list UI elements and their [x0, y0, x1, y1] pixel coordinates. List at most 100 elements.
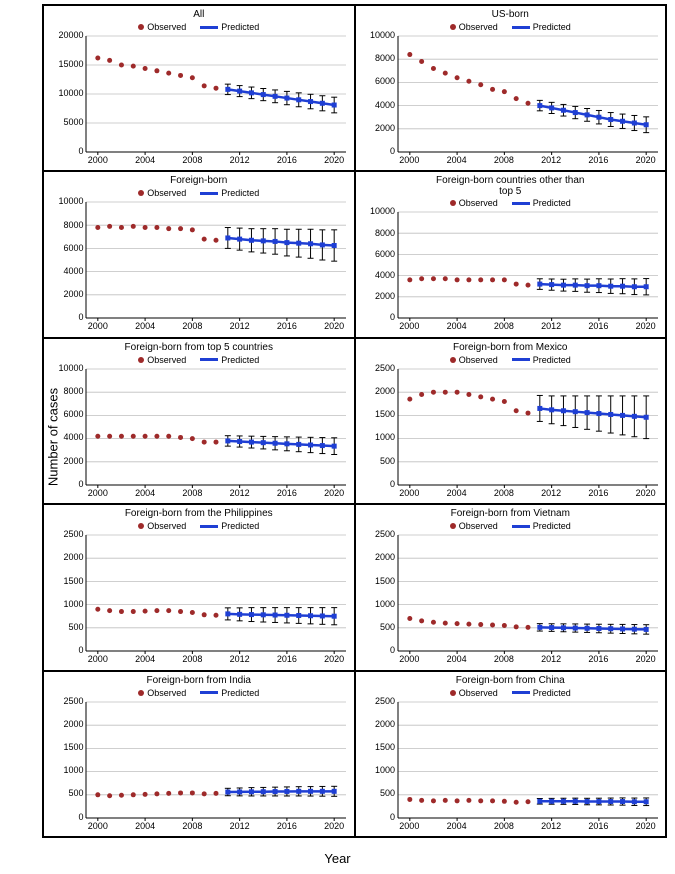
- observed-point: [119, 63, 124, 68]
- observed-point: [419, 277, 424, 282]
- observed-point: [466, 79, 471, 84]
- observed-point: [119, 434, 124, 439]
- observed-point: [407, 52, 412, 57]
- observed-point: [143, 225, 148, 230]
- plot-svg: [356, 339, 666, 503]
- observed-point: [466, 622, 471, 627]
- observed-point: [202, 439, 207, 444]
- observed-point: [119, 609, 124, 614]
- observed-point: [442, 797, 447, 802]
- observed-point: [513, 282, 518, 287]
- observed-point: [214, 238, 219, 243]
- observed-point: [95, 225, 100, 230]
- observed-point: [190, 75, 195, 80]
- plot-svg: [356, 172, 666, 336]
- observed-point: [202, 612, 207, 617]
- observed-point: [190, 610, 195, 615]
- observed-point: [454, 75, 459, 80]
- observed-point: [430, 389, 435, 394]
- observed-point: [525, 625, 530, 630]
- observed-point: [119, 792, 124, 797]
- chart-panel: US-bornObservedPredicted0200040006000800…: [355, 5, 667, 171]
- observed-point: [202, 237, 207, 242]
- observed-point: [131, 64, 136, 69]
- observed-point: [419, 619, 424, 624]
- observed-point: [490, 87, 495, 92]
- observed-point: [478, 278, 483, 283]
- observed-point: [143, 609, 148, 614]
- observed-point: [430, 620, 435, 625]
- observed-point: [107, 58, 112, 63]
- observed-point: [501, 89, 506, 94]
- observed-point: [478, 798, 483, 803]
- observed-point: [419, 59, 424, 64]
- observed-point: [478, 622, 483, 627]
- observed-point: [478, 82, 483, 87]
- predicted-line: [228, 89, 334, 105]
- observed-point: [107, 793, 112, 798]
- observed-point: [95, 56, 100, 61]
- observed-point: [501, 623, 506, 628]
- observed-point: [119, 225, 124, 230]
- observed-point: [131, 434, 136, 439]
- figure: Number of cases Year AllObservedPredicte…: [0, 0, 675, 874]
- chart-panel: AllObservedPredicted05000100001500020000…: [43, 5, 355, 171]
- plot-svg: [44, 172, 354, 336]
- observed-point: [154, 225, 159, 230]
- observed-point: [214, 86, 219, 91]
- observed-point: [190, 228, 195, 233]
- plot-svg: [44, 6, 354, 170]
- observed-point: [466, 797, 471, 802]
- predicted-line: [539, 106, 645, 125]
- observed-point: [442, 71, 447, 76]
- observed-point: [430, 277, 435, 282]
- observed-point: [178, 227, 183, 232]
- predicted-line: [228, 441, 334, 446]
- observed-point: [166, 71, 171, 76]
- observed-point: [178, 73, 183, 78]
- observed-point: [442, 621, 447, 626]
- predicted-line: [228, 614, 334, 616]
- predicted-line: [228, 238, 334, 246]
- observed-point: [178, 435, 183, 440]
- chart-panel: Foreign-born from ChinaObservedPredicted…: [355, 671, 667, 837]
- observed-point: [95, 434, 100, 439]
- observed-point: [131, 609, 136, 614]
- observed-point: [95, 607, 100, 612]
- observed-point: [202, 83, 207, 88]
- observed-point: [478, 394, 483, 399]
- observed-point: [178, 609, 183, 614]
- plot-svg: [44, 339, 354, 503]
- predicted-line: [539, 408, 645, 417]
- observed-point: [202, 791, 207, 796]
- observed-point: [407, 396, 412, 401]
- observed-point: [107, 434, 112, 439]
- observed-point: [490, 396, 495, 401]
- observed-point: [154, 791, 159, 796]
- observed-point: [154, 608, 159, 613]
- observed-point: [419, 392, 424, 397]
- observed-point: [419, 797, 424, 802]
- observed-point: [525, 799, 530, 804]
- observed-point: [190, 790, 195, 795]
- observed-point: [513, 625, 518, 630]
- observed-point: [442, 389, 447, 394]
- observed-point: [513, 799, 518, 804]
- observed-point: [525, 101, 530, 106]
- observed-point: [466, 392, 471, 397]
- chart-panel: Foreign-born from the PhilippinesObserve…: [43, 504, 355, 670]
- predicted-line: [228, 791, 334, 792]
- chart-panel: Foreign-born from VietnamObservedPredict…: [355, 504, 667, 670]
- observed-point: [166, 791, 171, 796]
- observed-point: [490, 623, 495, 628]
- plot-svg: [356, 505, 666, 669]
- observed-point: [143, 791, 148, 796]
- observed-point: [214, 439, 219, 444]
- observed-point: [154, 434, 159, 439]
- observed-point: [442, 277, 447, 282]
- observed-point: [131, 224, 136, 229]
- observed-point: [178, 790, 183, 795]
- x-axis-label: Year: [324, 851, 350, 866]
- observed-point: [501, 399, 506, 404]
- chart-panel: Foreign-bornObservedPredicted02000400060…: [43, 171, 355, 337]
